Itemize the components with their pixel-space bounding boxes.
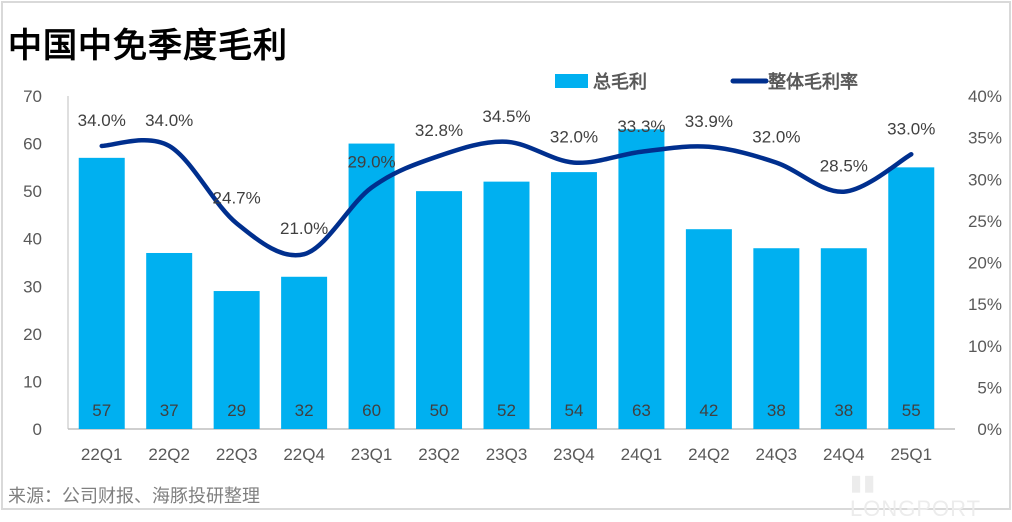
line-value-label: 24.7% [213,188,261,207]
source-note: 来源：公司财报、海豚投研整理 [8,482,260,508]
right-axis-tick: 20% [968,254,1002,273]
line-value-label: 28.5% [820,157,868,176]
left-axis-tick: 60 [23,135,42,154]
line-value-label: 34.5% [482,107,530,126]
bar-value-label: 55 [902,401,921,420]
x-axis-tick: 22Q3 [216,445,258,464]
left-axis-tick: 10 [23,372,42,391]
bar-value-label: 32 [295,401,314,420]
bar-value-label: 38 [767,401,786,420]
left-axis-tick: 40 [23,230,42,249]
line-value-label: 32.0% [550,128,598,147]
left-axis-tick: 30 [23,277,42,296]
line-value-label: 33.9% [685,112,733,131]
x-axis-tick: 23Q2 [418,445,460,464]
bar-value-label: 57 [92,401,111,420]
bar-23Q3 [484,182,530,429]
line-value-label: 21.0% [280,219,328,238]
bar-23Q4 [551,172,597,429]
bar-24Q2 [686,229,732,429]
bar-value-label: 54 [565,401,584,420]
bar-24Q1 [618,129,664,429]
x-axis-tick: 23Q3 [486,445,528,464]
x-axis-tick: 24Q1 [621,445,663,464]
left-axis-tick: 20 [23,325,42,344]
line-value-label: 33.0% [887,119,935,138]
bar-value-label: 42 [699,401,718,420]
x-axis-tick: 25Q1 [890,445,932,464]
right-axis-tick: 5% [977,378,1002,397]
line-value-label: 34.0% [78,111,126,130]
left-axis-tick: 0 [33,420,42,439]
bar-value-label: 50 [430,401,449,420]
x-axis-tick: 22Q4 [283,445,325,464]
right-axis-tick: 0% [977,420,1002,439]
bar-value-label: 38 [834,401,853,420]
right-axis-tick: 10% [968,337,1002,356]
right-axis-tick: 30% [968,170,1002,189]
x-axis-tick: 24Q4 [823,445,865,464]
right-axis-tick: 15% [968,295,1002,314]
x-axis-tick: 22Q2 [148,445,190,464]
x-axis-tick: 22Q1 [81,445,123,464]
right-axis-tick: 25% [968,212,1002,231]
x-axis-tick: 24Q3 [756,445,798,464]
bar-23Q2 [416,191,462,429]
line-value-label: 29.0% [347,153,395,172]
chart-svg: 0 10 20 30 40 50 60 70 0% 5% 10% 15% 20% 25% 30% 35% 40%… [0,0,1012,511]
x-axis-tick: 23Q4 [553,445,595,464]
bar-25Q1 [888,167,934,429]
bar-value-label: 60 [362,401,381,420]
left-axis-tick: 50 [23,182,42,201]
bar-value-label: 52 [497,401,516,420]
legend-line-label: 整体毛利率 [767,71,858,93]
legend-bar-label: 总毛利 [593,71,647,93]
line-value-label: 33.3% [617,117,665,136]
x-axis-tick: 23Q1 [351,445,393,464]
right-axis-tick: 40% [968,87,1002,106]
bar-value-label: 29 [227,401,246,420]
legend-bar-swatch [555,74,588,88]
x-axis-tick: 24Q2 [688,445,730,464]
line-value-label: 34.0% [145,111,193,130]
line-value-label: 32.8% [415,121,463,140]
left-axis-tick: 70 [23,87,42,106]
bar-value-label: 37 [160,401,179,420]
right-axis-tick: 35% [968,129,1002,148]
bar-22Q1 [79,158,125,429]
bar-value-label: 63 [632,401,651,420]
line-value-label: 32.0% [752,128,800,147]
